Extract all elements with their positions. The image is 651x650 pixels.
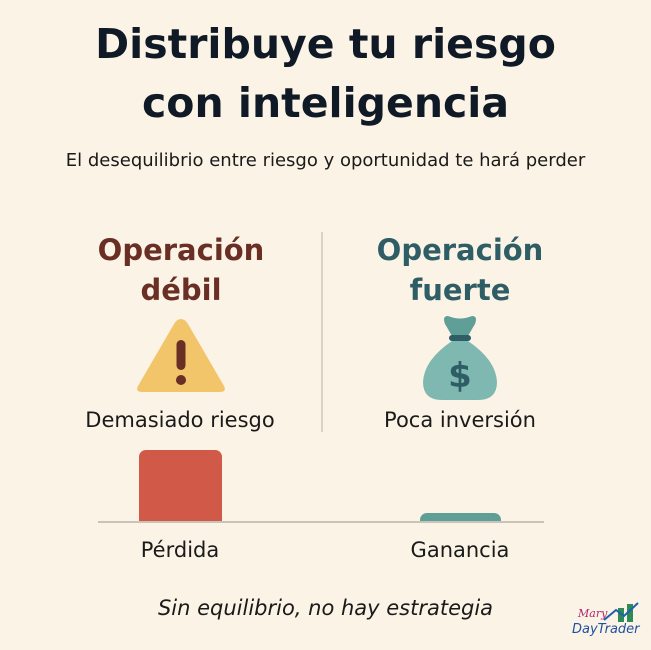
strong-label: Poca inversión bbox=[384, 408, 536, 432]
money-bag-icon: $ bbox=[423, 316, 497, 400]
weak-label: Demasiado riesgo bbox=[85, 408, 275, 432]
weak-title-line2: débil bbox=[140, 273, 222, 307]
svg-text:$: $ bbox=[448, 356, 472, 396]
strong-operation-title: Operación fuerte bbox=[330, 230, 590, 310]
bar-baseline bbox=[98, 521, 544, 523]
warning-triangle-icon bbox=[137, 319, 225, 392]
loss-bar-label: Pérdida bbox=[140, 538, 220, 562]
gain-bar-label: Ganancia bbox=[410, 538, 510, 562]
strong-title-line2: fuerte bbox=[409, 273, 511, 307]
mary-daytrader-logo: Mary DayTrader bbox=[572, 602, 641, 637]
strong-title-line1: Operación bbox=[376, 233, 544, 267]
weak-operation-title: Operación débil bbox=[51, 230, 311, 310]
page-title-line1: Distribuye tu riesgo bbox=[95, 20, 556, 68]
page-title-line2: con inteligencia bbox=[141, 79, 510, 127]
weak-title-line1: Operación bbox=[97, 233, 265, 267]
loss-bar bbox=[139, 450, 222, 522]
footer-tagline: Sin equilibrio, no hay estrategia bbox=[157, 596, 494, 620]
column-divider bbox=[321, 232, 323, 432]
logo-line2: DayTrader bbox=[572, 622, 641, 637]
page-subtitle: El desequilibrio entre riesgo y oportuni… bbox=[65, 150, 586, 171]
gain-bar bbox=[420, 513, 501, 522]
logo-line1: Mary bbox=[577, 607, 608, 620]
